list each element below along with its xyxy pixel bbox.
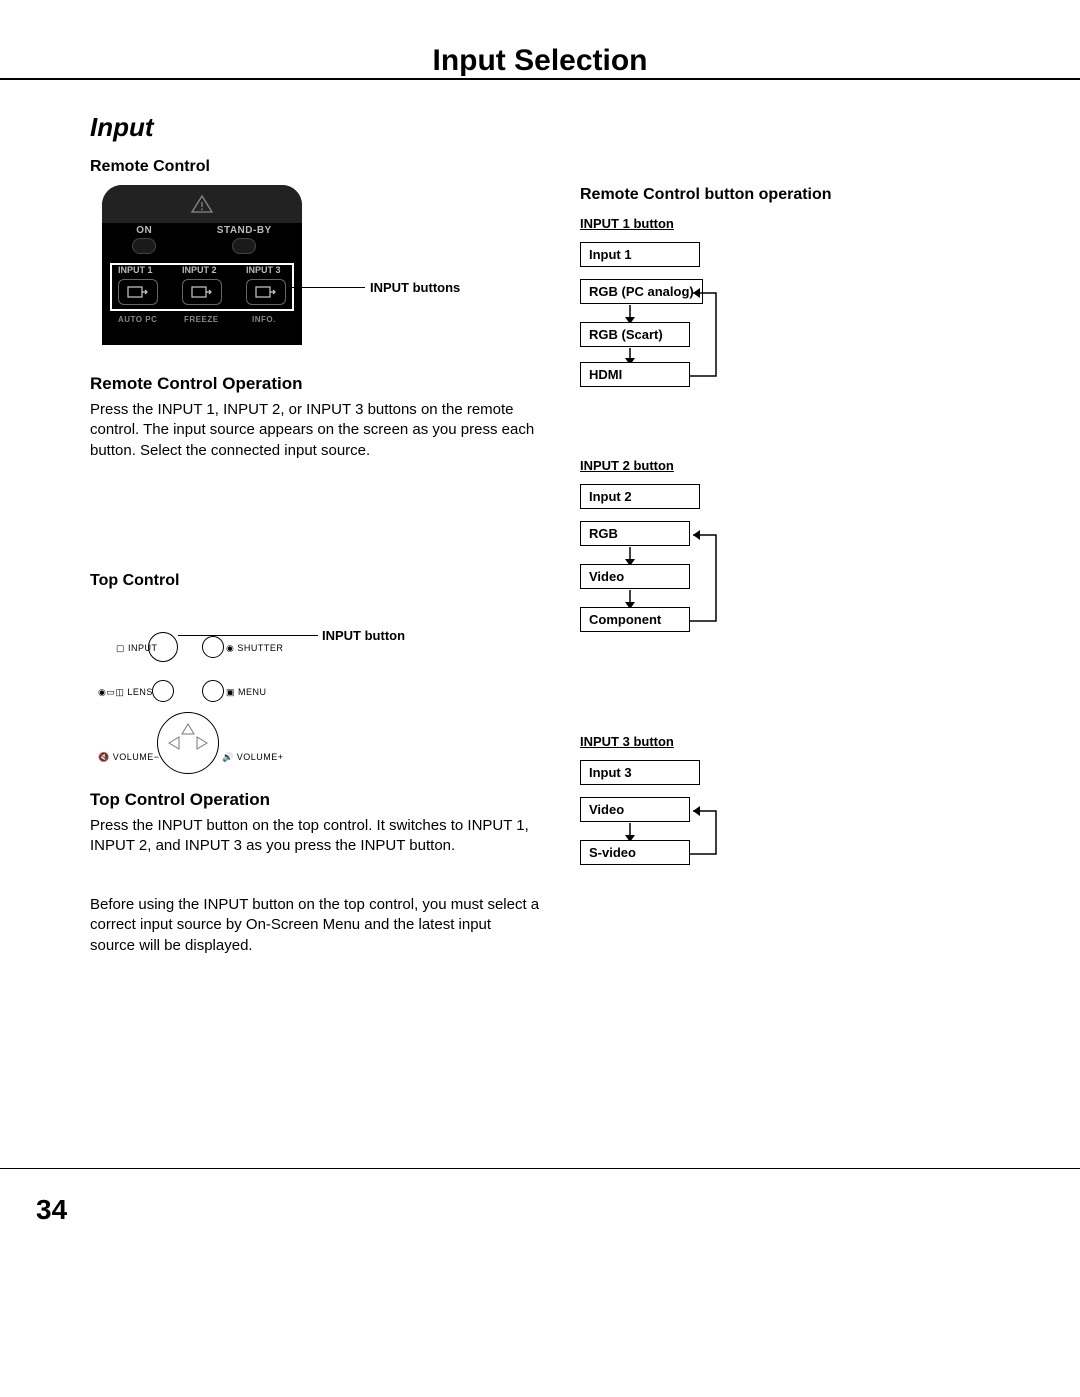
remote-input1-button (118, 279, 158, 305)
page-title: Input Selection (0, 44, 1080, 78)
remote-standby-label: STAND-BY (217, 225, 272, 236)
top-lens-label: ◉▭◫ LENS (98, 687, 153, 698)
bottom-rule (0, 1168, 1080, 1169)
remote-input3-button (246, 279, 286, 305)
remote-body: ON STAND-BY INPUT 1 INPUT 2 INPUT 3 AUTO… (102, 185, 302, 345)
remote-info-label: INFO. (252, 315, 276, 324)
page-number: 34 (36, 1194, 67, 1226)
remote-op-header: Remote Control Operation (90, 374, 303, 394)
remote-input2-button (182, 279, 222, 305)
g3-head-box: Input 3 (580, 760, 700, 785)
topctrl-callout-line (178, 635, 318, 636)
top-control-header: Top Control (90, 572, 179, 590)
remote-autopc-label: AUTO PC (118, 315, 157, 324)
remote-control-header: Remote Control (90, 158, 210, 176)
remote-standby-button (232, 238, 256, 254)
top-shutter-button (202, 636, 224, 658)
remote-op-body: Press the INPUT 1, INPUT 2, or INPUT 3 b… (90, 400, 540, 461)
top-nav-arrows-icon (157, 712, 219, 774)
top-shutter-label: ◉ SHUTTER (226, 643, 283, 654)
g1-title: INPUT 1 button (580, 216, 674, 231)
g1-return-arrow-icon (690, 288, 730, 388)
top-menu-label: ▣ MENU (226, 687, 267, 698)
remote-input2-label: INPUT 2 (182, 265, 217, 275)
remote-input1-label: INPUT 1 (118, 265, 153, 275)
g2-item2-box: Component (580, 607, 690, 632)
remote-on-button (132, 238, 156, 254)
remote-callout-line (290, 287, 365, 288)
g3-return-arrow-icon (690, 806, 730, 866)
g1-item0-box: RGB (PC analog) (580, 279, 703, 304)
top-op-body2: Before using the INPUT button on the top… (90, 895, 540, 956)
remote-input3-label: INPUT 3 (246, 265, 281, 275)
section-heading: Input (90, 112, 154, 143)
g2-return-arrow-icon (690, 530, 730, 630)
g1-item1-box: RGB (Scart) (580, 322, 690, 347)
g3-title: INPUT 3 button (580, 734, 674, 749)
topctrl-callout-label: INPUT button (322, 628, 405, 643)
g2-head-box: Input 2 (580, 484, 700, 509)
g1-head-box: Input 1 (580, 242, 700, 267)
top-rule (0, 78, 1080, 80)
top-input-label: ▢ INPUT (116, 643, 158, 654)
remote-callout-label: INPUT buttons (370, 280, 460, 295)
g2-item0-box: RGB (580, 521, 690, 546)
g3-item1-box: S-video (580, 840, 690, 865)
top-menu-button (202, 680, 224, 702)
g2-title: INPUT 2 button (580, 458, 674, 473)
remote-control-graphic: ON STAND-BY INPUT 1 INPUT 2 INPUT 3 AUTO… (102, 185, 302, 345)
remote-fade (102, 325, 302, 345)
g1-item2-box: HDMI (580, 362, 690, 387)
top-lens-button (152, 680, 174, 702)
top-op-body1: Press the INPUT button on the top contro… (90, 816, 530, 857)
g3-item0-box: Video (580, 797, 690, 822)
remote-freeze-label: FREEZE (184, 315, 219, 324)
g2-item1-box: Video (580, 564, 690, 589)
top-volminus-label: 🔇 VOLUME− (98, 752, 159, 763)
top-op-header: Top Control Operation (90, 790, 270, 810)
remote-on-standby-row: ON STAND-BY (102, 225, 302, 259)
remote-on-label: ON (136, 225, 152, 236)
remote-warning-icon (102, 185, 302, 223)
top-volplus-label: 🔊 VOLUME+ (222, 752, 283, 763)
right-header: Remote Control button operation (580, 186, 832, 204)
